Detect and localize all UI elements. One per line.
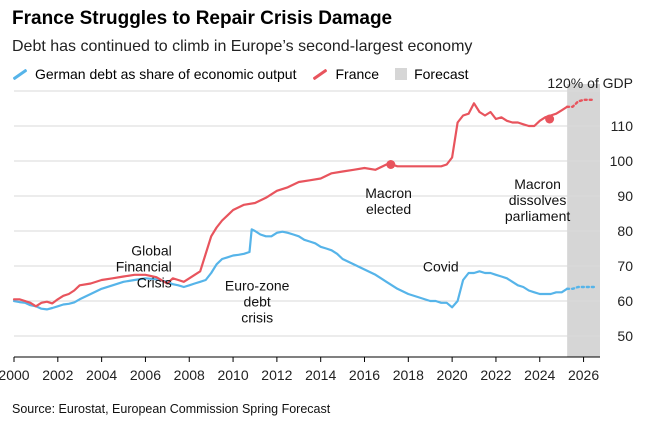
y-tick-label: 50 (617, 328, 633, 344)
x-tick-label: 2020 (437, 367, 468, 383)
y-tick-label: 80 (617, 223, 633, 239)
series-line-forecast-2 (565, 285, 596, 290)
y-tick-label: 70 (617, 258, 633, 274)
forecast-region (567, 84, 600, 357)
x-tick-label: 2004 (86, 367, 117, 383)
x-tick-label: 2024 (524, 367, 555, 383)
x-tick-label: 2014 (305, 367, 336, 383)
annotation: Covid (423, 258, 459, 274)
y-tick-label: 90 (617, 188, 633, 204)
top-axis-label: 120% of GDP (547, 75, 633, 91)
x-tick-label: 2016 (349, 367, 380, 383)
legend-label-forecast: Forecast (414, 66, 469, 82)
event-marker (545, 114, 555, 124)
legend: German debt as share of economic output … (12, 64, 485, 84)
x-tick-label: 2012 (261, 367, 292, 383)
series-line-forecast-3 (565, 98, 596, 109)
y-tick-label: 110 (611, 118, 634, 134)
x-tick-label: 2018 (393, 367, 424, 383)
x-tick-label: 2006 (130, 367, 161, 383)
x-tick-label: 2000 (0, 367, 30, 383)
legend-item-germany: German debt as share of economic output (12, 66, 296, 82)
x-tick-label: 2022 (480, 367, 511, 383)
legend-item-forecast: Forecast (395, 66, 469, 82)
legend-item-france: France (312, 66, 379, 82)
annotation: Macron dissolves parliament (505, 176, 570, 224)
x-tick-label: 2008 (174, 367, 205, 383)
series-line-1 (12, 102, 569, 308)
y-tick-label: 100 (610, 153, 634, 169)
chart-subtitle: Debt has continued to climb in Europe’s … (12, 38, 473, 55)
annotation: Euro-zone debt crisis (225, 278, 290, 326)
annotation: Macron elected (365, 185, 412, 217)
legend-swatch-forecast (395, 68, 408, 80)
x-tick-label: 2026 (568, 367, 599, 383)
legend-label-france: France (335, 66, 380, 82)
annotation: Global Financial Crisis (116, 243, 172, 291)
legend-label-germany: German debt as share of economic output (35, 66, 297, 82)
source-note: Source: Eurostat, European Commission Sp… (12, 402, 331, 416)
x-tick-label: 2010 (217, 367, 248, 383)
chart-title: France Struggles to Repair Crisis Damage (12, 8, 393, 29)
x-tick-label: 2002 (42, 367, 73, 383)
series-line-0 (12, 228, 569, 311)
y-tick-label: 60 (617, 293, 633, 309)
event-marker (386, 160, 396, 169)
